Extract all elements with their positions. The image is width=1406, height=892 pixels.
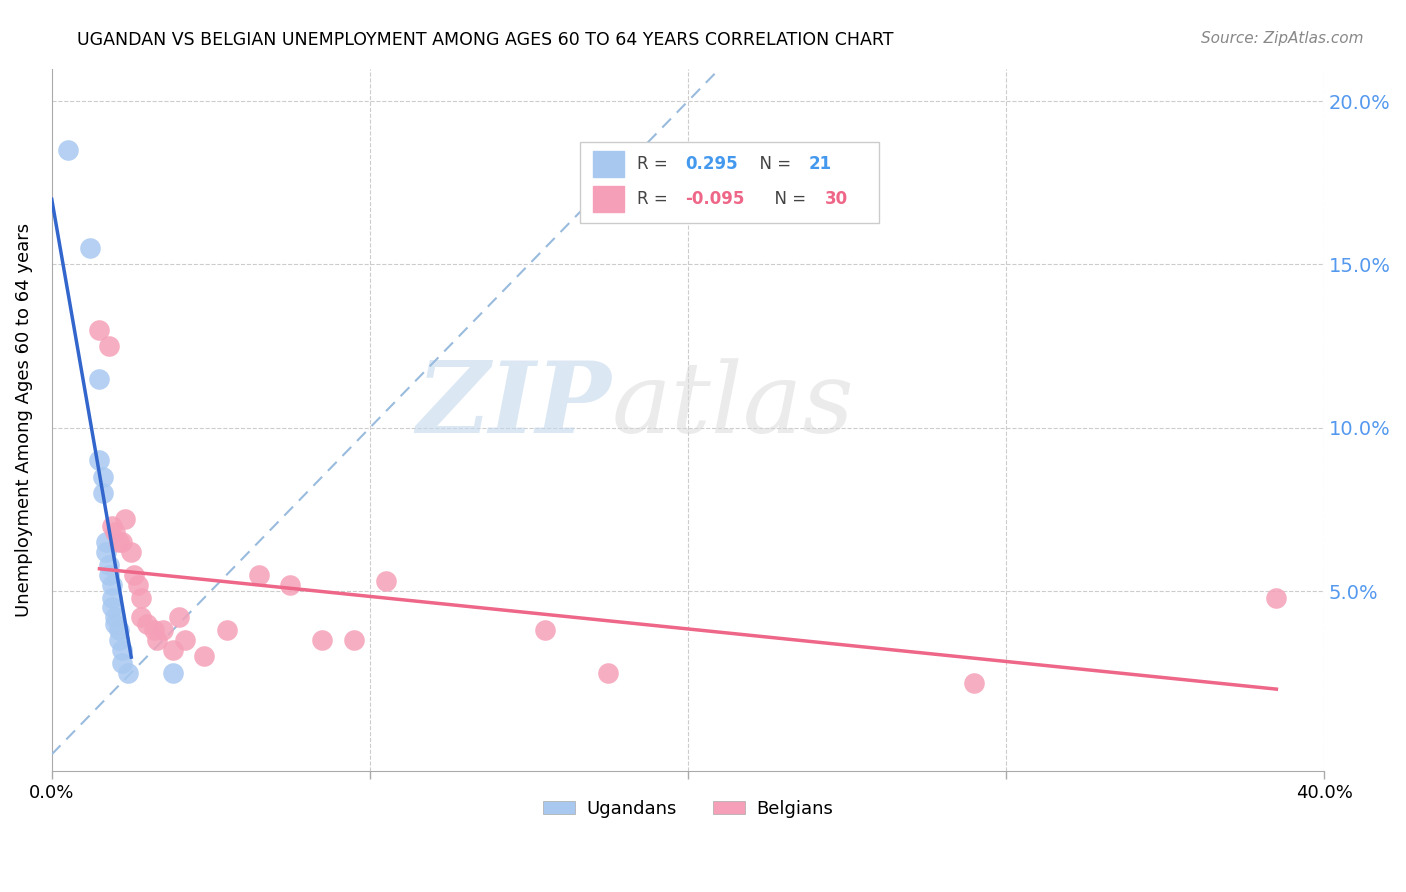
Point [167, 610, 190, 624]
Point [94, 545, 117, 559]
Text: Source: ZipAtlas.com: Source: ZipAtlas.com [1201, 31, 1364, 46]
Point [963, 675, 986, 690]
Point [98, 567, 121, 582]
Legend: Ugandans, Belgians: Ugandans, Belgians [536, 792, 841, 825]
Point [145, 633, 167, 648]
Point [278, 577, 301, 591]
Point [98, 339, 121, 353]
Point [598, 665, 620, 680]
Text: N =: N = [749, 155, 796, 173]
Text: -0.095: -0.095 [685, 190, 745, 208]
Point [98, 558, 121, 572]
Point [247, 567, 270, 582]
Text: 30: 30 [825, 190, 848, 208]
Point [107, 535, 129, 549]
Point [56, 143, 79, 157]
Point [533, 624, 555, 638]
Point [101, 591, 124, 605]
Point [142, 624, 165, 638]
Point [91, 469, 114, 483]
Point [101, 518, 124, 533]
Point [79, 241, 101, 255]
FancyBboxPatch shape [579, 142, 879, 223]
Point [374, 574, 396, 589]
Text: 21: 21 [808, 155, 832, 173]
Point [174, 633, 197, 648]
Point [193, 649, 215, 664]
Point [111, 656, 134, 670]
Point [91, 486, 114, 500]
Text: N =: N = [765, 190, 811, 208]
Point [101, 600, 124, 615]
Text: UGANDAN VS BELGIAN UNEMPLOYMENT AMONG AGES 60 TO 64 YEARS CORRELATION CHART: UGANDAN VS BELGIAN UNEMPLOYMENT AMONG AG… [77, 31, 894, 49]
Point [111, 643, 134, 657]
Point [311, 633, 333, 648]
Point [124, 567, 146, 582]
Point [162, 665, 184, 680]
Point [152, 624, 174, 638]
Point [136, 616, 159, 631]
FancyBboxPatch shape [592, 151, 624, 178]
Point [215, 624, 238, 638]
Y-axis label: Unemployment Among Ages 60 to 64 years: Unemployment Among Ages 60 to 64 years [15, 222, 32, 616]
Point [104, 610, 127, 624]
Point [114, 512, 136, 526]
Text: 0.295: 0.295 [685, 155, 738, 173]
Point [1265, 591, 1288, 605]
Point [94, 535, 117, 549]
Text: ZIP: ZIP [416, 358, 612, 454]
Text: R =: R = [637, 190, 673, 208]
Point [117, 665, 139, 680]
Point [129, 591, 152, 605]
Point [343, 633, 366, 648]
Point [107, 633, 129, 648]
Point [120, 545, 142, 559]
Point [104, 616, 127, 631]
Point [162, 643, 184, 657]
Point [89, 372, 111, 386]
Point [129, 610, 152, 624]
Point [89, 453, 111, 467]
FancyBboxPatch shape [592, 186, 624, 212]
Text: atlas: atlas [612, 358, 855, 453]
Text: R =: R = [637, 155, 673, 173]
Point [89, 323, 111, 337]
Point [104, 525, 127, 540]
Point [101, 577, 124, 591]
Point [127, 577, 149, 591]
Point [107, 624, 129, 638]
Point [111, 535, 134, 549]
